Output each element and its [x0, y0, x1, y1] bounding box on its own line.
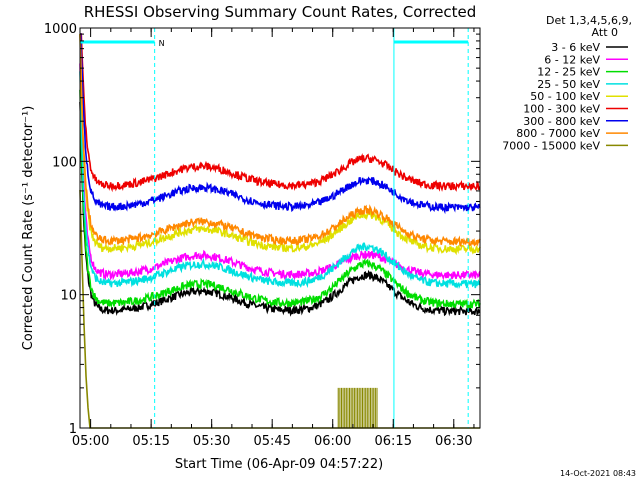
legend-label: 12 - 25 keV — [537, 66, 600, 79]
marker-layer: N — [79, 28, 469, 428]
chart-title: RHESSI Observing Summary Count Rates, Co… — [84, 3, 477, 21]
series-line-6 — [79, 33, 481, 215]
series-line-3 — [79, 71, 481, 289]
series-line-7 — [79, 34, 481, 248]
legend-label: 50 - 100 keV — [530, 90, 600, 103]
series-layer — [79, 33, 481, 429]
legend-label: 25 - 50 keV — [537, 78, 600, 91]
legend-label: 300 - 800 keV — [523, 115, 600, 128]
x-tick-label: 06:00 — [314, 434, 351, 449]
attenuator-marker-label: N — [159, 39, 165, 48]
legend-header-line-1: Det 1,3,4,5,6,9, — [546, 14, 632, 27]
x-axis: 05:00 05:15 05:30 05:45 06:00 06:15 06:30 — [72, 28, 475, 449]
y-tick-label: 10 — [60, 289, 77, 304]
x-tick-label: 06:30 — [435, 434, 472, 449]
y-tick-label: 100 — [52, 155, 77, 170]
series-line-2 — [79, 89, 481, 309]
legend-label: 800 - 7000 keV — [516, 127, 600, 140]
series-line-4 — [79, 34, 481, 256]
y-axis-label: Corrected Count Rate (s⁻¹ detector⁻¹) — [21, 106, 36, 351]
x-axis-label: Start Time (06-Apr-09 04:57:22) — [175, 457, 383, 472]
series-line-5 — [80, 33, 481, 193]
legend-header-line-2: Att 0 — [592, 26, 618, 39]
y-tick-label: 1 — [69, 422, 77, 437]
x-tick-label: 05:30 — [193, 434, 230, 449]
x-tick-label: 05:15 — [132, 434, 169, 449]
y-axis: 1 10 100 1000 — [44, 22, 480, 437]
footer-timestamp: 14-Oct-2021 08:43 — [560, 469, 636, 478]
x-tick-label: 05:00 — [72, 434, 109, 449]
x-tick-label: 05:45 — [253, 434, 290, 449]
series-line-1 — [79, 63, 481, 281]
legend-label: 6 - 12 keV — [544, 53, 600, 66]
y-tick-label: 1000 — [44, 22, 77, 37]
legend-label: 3 - 6 keV — [551, 41, 600, 54]
legend-label: 100 - 300 keV — [523, 103, 600, 116]
x-tick-label: 06:15 — [375, 434, 412, 449]
plot-frame — [79, 27, 481, 429]
legend-label: 7000 - 15000 keV — [502, 139, 600, 152]
